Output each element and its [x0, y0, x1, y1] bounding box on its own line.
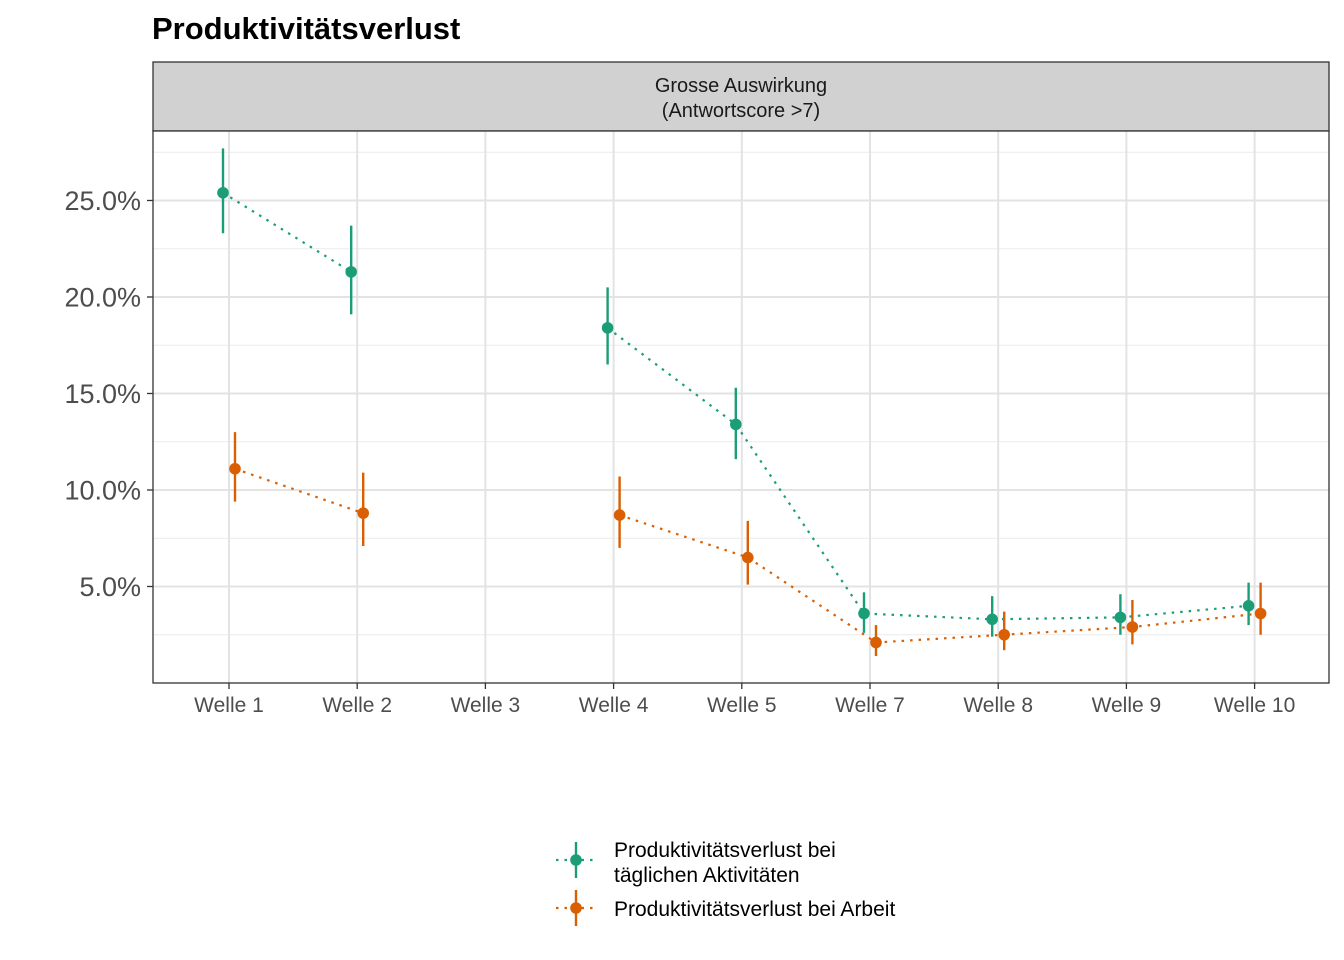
x-tick-label: Welle 8 — [963, 694, 1033, 717]
data-point — [986, 613, 998, 626]
facet-strip: Grosse Auswirkung (Antwortscore >7) — [152, 61, 1330, 132]
y-tick-label: 5.0% — [79, 572, 141, 602]
facet-strip-label: Grosse Auswirkung — [655, 75, 827, 97]
x-tick-label: Welle 2 — [322, 694, 392, 717]
data-point — [1254, 607, 1267, 620]
data-point — [217, 186, 229, 199]
series-2 — [229, 432, 1267, 656]
legend-key-point — [570, 854, 582, 866]
y-tick-label: 25.0% — [64, 186, 141, 216]
legend-label: täglichen Aktivitäten — [614, 864, 800, 887]
data-point — [998, 628, 1010, 641]
data-point — [229, 462, 241, 475]
data-point — [730, 418, 742, 431]
data-point — [613, 509, 626, 521]
series-line — [234, 467, 1261, 644]
data-point — [870, 636, 882, 649]
x-tick-label: Welle 9 — [1092, 694, 1162, 717]
legend-label: Produktivitätsverlust bei Arbeit — [614, 898, 895, 921]
y-tick-label: 15.0% — [64, 379, 141, 409]
y-tick-label: 20.0% — [64, 282, 141, 312]
y-tick-label: 10.0% — [64, 475, 141, 505]
data-point — [742, 551, 754, 564]
data-point — [601, 322, 614, 334]
data-point — [1126, 621, 1139, 633]
x-tick-label: Welle 7 — [835, 694, 905, 717]
legend-label: Produktivitätsverlust bei — [614, 839, 836, 862]
data-point — [345, 266, 358, 278]
chart-title: Produktivitätsverlust — [152, 11, 460, 46]
data-point — [1114, 611, 1127, 624]
x-tick-label: Welle 3 — [451, 694, 521, 717]
data-point — [858, 607, 870, 620]
series-1 — [217, 148, 1255, 637]
axes: 5.0% 10.0% 15.0% 20.0% 25.0% Welle 1 Welle 2 We… — [64, 130, 1330, 717]
grid-lines — [153, 131, 1329, 683]
legend-key-point — [570, 902, 582, 914]
x-tick-label: Welle 1 — [194, 694, 264, 717]
x-tick-label: Welle 5 — [707, 694, 777, 717]
legend-item-2: Produktivitätsverlust bei Arbeit — [556, 890, 895, 926]
series-layer — [217, 148, 1267, 656]
panel-border — [152, 130, 1330, 684]
data-point — [1242, 599, 1255, 612]
facet-strip-box — [152, 61, 1330, 132]
x-tick-label: Welle 4 — [579, 694, 649, 717]
x-tick-label: Welle 10 — [1214, 694, 1295, 717]
data-point — [357, 507, 370, 519]
facet-strip-label: (Antwortscore >7) — [662, 100, 820, 122]
